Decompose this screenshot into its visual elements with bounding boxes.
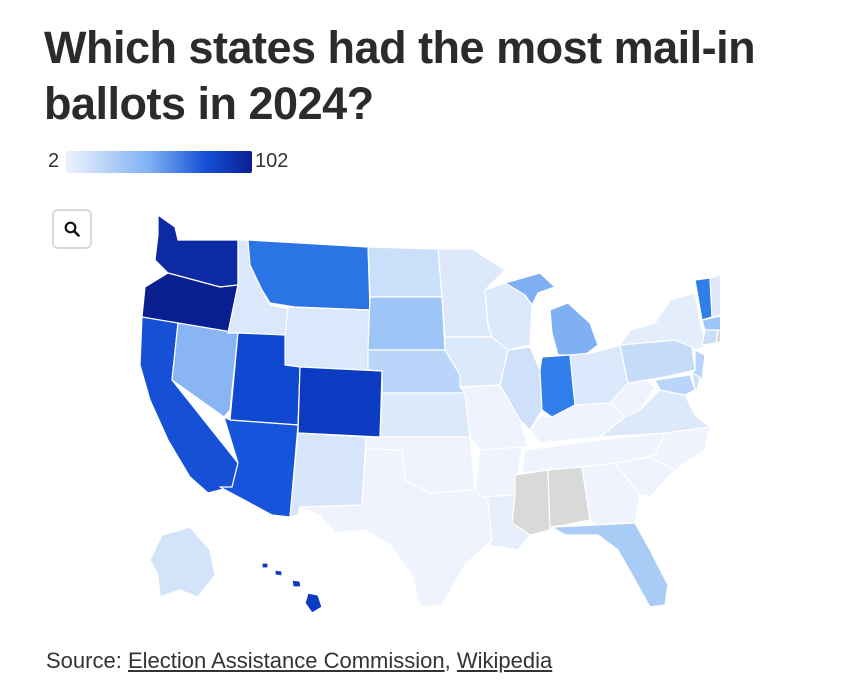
state-HI-big[interactable] bbox=[304, 592, 323, 614]
us-choropleth-map bbox=[139, 214, 720, 614]
state-MI-lower[interactable] bbox=[549, 302, 599, 356]
state-NH[interactable] bbox=[709, 274, 720, 318]
state-WY[interactable] bbox=[281, 306, 371, 371]
source-link-wikipedia[interactable]: Wikipedia bbox=[456, 648, 553, 673]
page-title: Which states had the most mail-in ballot… bbox=[44, 22, 756, 129]
zoom-button[interactable] bbox=[52, 209, 92, 249]
state-DE[interactable] bbox=[691, 372, 701, 391]
state-NC[interactable] bbox=[617, 426, 711, 471]
state-ND[interactable] bbox=[367, 246, 443, 298]
state-HI-maui[interactable] bbox=[291, 579, 302, 588]
state-MI[interactable] bbox=[504, 272, 556, 306]
source-separator: , bbox=[444, 648, 451, 673]
state-NM[interactable] bbox=[289, 432, 367, 518]
state-RI[interactable] bbox=[715, 329, 720, 344]
legend-min-label: 2 bbox=[48, 150, 60, 172]
state-MS[interactable] bbox=[511, 469, 551, 536]
state-FL[interactable] bbox=[551, 522, 669, 608]
state-TX[interactable] bbox=[299, 448, 493, 608]
source-line: Source: Election Assistance Commission, … bbox=[46, 648, 552, 674]
source-link-eac[interactable]: Election Assistance Commission bbox=[127, 648, 445, 673]
search-icon bbox=[64, 221, 80, 237]
state-KS[interactable] bbox=[379, 392, 471, 438]
color-legend: 2 102 bbox=[48, 148, 308, 176]
state-IL[interactable] bbox=[499, 346, 543, 431]
state-SD[interactable] bbox=[367, 296, 446, 351]
state-AK[interactable] bbox=[149, 526, 216, 598]
legend-gradient-bar bbox=[66, 151, 252, 173]
state-MD[interactable] bbox=[654, 374, 696, 396]
state-MA[interactable] bbox=[701, 315, 720, 332]
state-CO[interactable] bbox=[297, 366, 383, 438]
legend-max-label: 102 bbox=[255, 150, 289, 172]
state-HI-oahu[interactable] bbox=[274, 569, 283, 577]
state-NY[interactable] bbox=[619, 292, 711, 351]
source-label: Source: bbox=[46, 648, 122, 673]
state-HI-kauai[interactable] bbox=[261, 562, 269, 569]
